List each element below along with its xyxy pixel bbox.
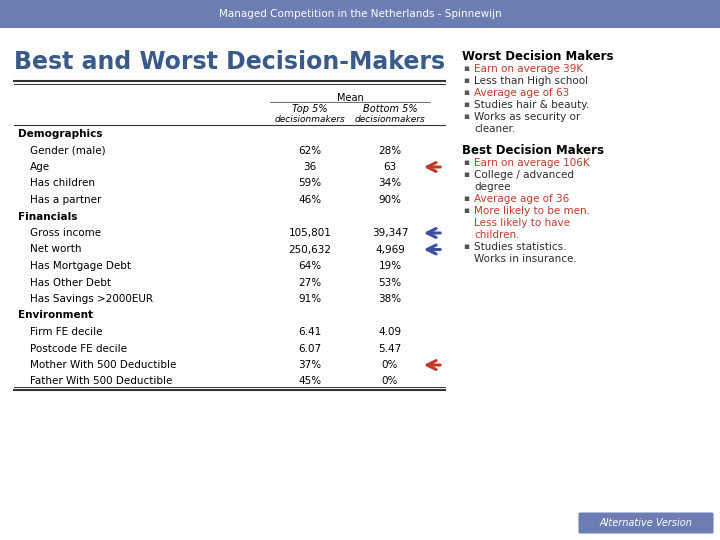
Text: Works as security or: Works as security or: [474, 112, 580, 122]
Text: 46%: 46%: [298, 195, 322, 205]
Text: Mean: Mean: [337, 93, 364, 103]
Text: Less than High school: Less than High school: [474, 76, 588, 86]
Text: 45%: 45%: [298, 376, 322, 387]
Text: ▪: ▪: [463, 88, 469, 97]
Text: ▪: ▪: [463, 64, 469, 73]
Text: Earn on average 39K: Earn on average 39K: [474, 64, 583, 74]
Text: Best and Worst Decision-Makers: Best and Worst Decision-Makers: [14, 50, 445, 74]
Text: Demographics: Demographics: [18, 129, 102, 139]
Text: ▪: ▪: [463, 158, 469, 167]
Text: 4,969: 4,969: [375, 245, 405, 254]
Text: Has Savings >2000EUR: Has Savings >2000EUR: [30, 294, 153, 304]
Text: Alternative Version: Alternative Version: [600, 518, 693, 528]
Text: 5.47: 5.47: [379, 343, 402, 354]
Text: 250,632: 250,632: [289, 245, 331, 254]
Text: ▪: ▪: [463, 76, 469, 85]
Text: 6.41: 6.41: [298, 327, 322, 337]
Text: Studies statistics.: Studies statistics.: [474, 242, 567, 252]
Text: 105,801: 105,801: [289, 228, 331, 238]
Text: Studies hair & beauty.: Studies hair & beauty.: [474, 100, 589, 110]
Text: 91%: 91%: [298, 294, 322, 304]
Text: ▪: ▪: [463, 194, 469, 203]
Text: 90%: 90%: [379, 195, 402, 205]
Text: Has Other Debt: Has Other Debt: [30, 278, 111, 287]
Text: 36: 36: [303, 162, 317, 172]
Text: Environment: Environment: [18, 310, 93, 321]
Text: Best Decision Makers: Best Decision Makers: [462, 144, 604, 157]
Text: Managed Competition in the Netherlands - Spinnewijn: Managed Competition in the Netherlands -…: [219, 9, 501, 19]
FancyBboxPatch shape: [578, 512, 714, 534]
Text: 38%: 38%: [379, 294, 402, 304]
Text: decisionmakers: decisionmakers: [274, 115, 346, 124]
Text: 0%: 0%: [382, 360, 398, 370]
Text: Has children: Has children: [30, 179, 95, 188]
Text: 19%: 19%: [379, 261, 402, 271]
Text: ▪: ▪: [463, 170, 469, 179]
Text: Gender (male): Gender (male): [30, 145, 106, 156]
Text: Top 5%: Top 5%: [292, 104, 328, 114]
Text: 34%: 34%: [379, 179, 402, 188]
Text: Average age of 63: Average age of 63: [474, 88, 570, 98]
Text: ▪: ▪: [463, 242, 469, 251]
Text: Net worth: Net worth: [30, 245, 81, 254]
Text: Worst Decision Makers: Worst Decision Makers: [462, 50, 613, 63]
Text: ▪: ▪: [463, 206, 469, 215]
Text: cleaner.: cleaner.: [474, 124, 516, 134]
Bar: [0, 0, 720, 28]
Text: 6.07: 6.07: [298, 343, 322, 354]
Text: 39,347: 39,347: [372, 228, 408, 238]
Text: 4.09: 4.09: [379, 327, 402, 337]
Text: 62%: 62%: [298, 145, 322, 156]
Text: Father With 500 Deductible: Father With 500 Deductible: [30, 376, 172, 387]
Text: Mother With 500 Deductible: Mother With 500 Deductible: [30, 360, 176, 370]
Text: 27%: 27%: [298, 278, 322, 287]
Text: 37%: 37%: [298, 360, 322, 370]
Text: Bottom 5%: Bottom 5%: [363, 104, 418, 114]
Text: College / advanced: College / advanced: [474, 170, 574, 180]
Text: Earn on average 106K: Earn on average 106K: [474, 158, 590, 168]
Text: Has a partner: Has a partner: [30, 195, 102, 205]
Text: 28%: 28%: [379, 145, 402, 156]
Text: degree: degree: [474, 182, 510, 192]
Text: Age: Age: [30, 162, 50, 172]
Text: ▪: ▪: [463, 112, 469, 121]
Text: More likely to be men.: More likely to be men.: [474, 206, 590, 216]
Text: Gross income: Gross income: [30, 228, 101, 238]
Text: Postcode FE decile: Postcode FE decile: [30, 343, 127, 354]
Text: decisionmakers: decisionmakers: [355, 115, 426, 124]
Text: Financials: Financials: [18, 212, 77, 221]
Text: Less likely to have: Less likely to have: [474, 218, 570, 228]
Text: Has Mortgage Debt: Has Mortgage Debt: [30, 261, 131, 271]
Text: 0%: 0%: [382, 376, 398, 387]
Text: 64%: 64%: [298, 261, 322, 271]
Text: children.: children.: [474, 230, 520, 240]
Text: 63: 63: [383, 162, 397, 172]
Text: Firm FE decile: Firm FE decile: [30, 327, 102, 337]
Text: Works in insurance.: Works in insurance.: [474, 254, 577, 264]
Text: 59%: 59%: [298, 179, 322, 188]
Text: 53%: 53%: [379, 278, 402, 287]
Text: Average age of 36: Average age of 36: [474, 194, 570, 204]
Text: ▪: ▪: [463, 100, 469, 109]
